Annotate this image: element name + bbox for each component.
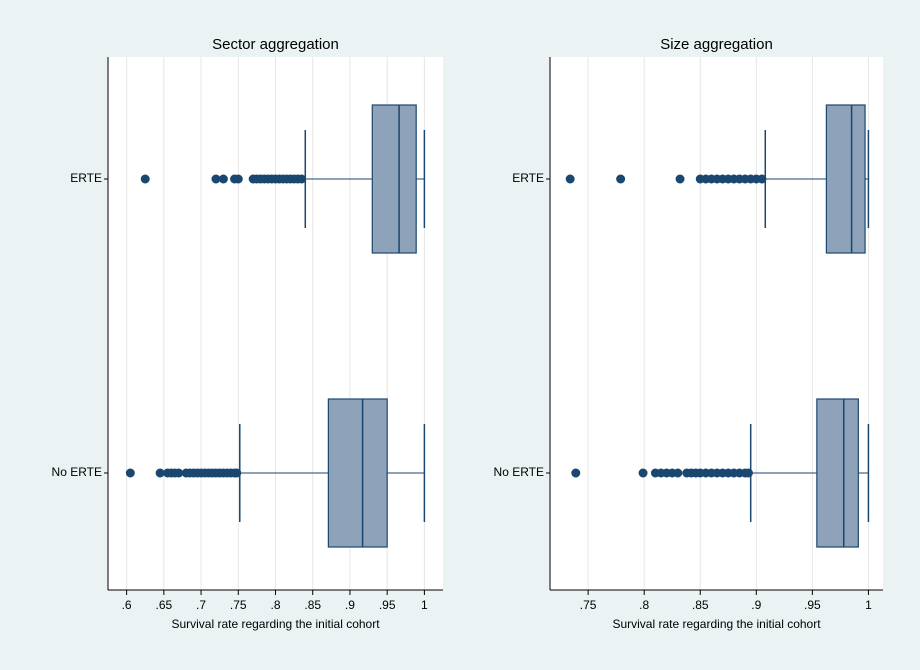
x-tick-label: .85 [304, 598, 321, 612]
outlier [218, 174, 228, 184]
box [371, 104, 417, 254]
x-tick-label: .95 [379, 598, 396, 612]
outlier [232, 468, 242, 478]
y-tick-label: No ERTE [52, 465, 102, 479]
y-tick-label: No ERTE [494, 465, 544, 479]
x-tick-label: .8 [270, 598, 280, 612]
outlier [211, 174, 221, 184]
outlier [140, 174, 150, 184]
chart-title: Size aggregation [660, 36, 773, 53]
x-tick-label: .6 [122, 598, 132, 612]
x-tick-label: .65 [155, 598, 172, 612]
y-tick-label: ERTE [70, 171, 102, 185]
outlier [297, 174, 307, 184]
box [825, 104, 866, 254]
outlier [675, 174, 685, 184]
outlier [638, 468, 648, 478]
x-axis-label: Survival rate regarding the initial coho… [612, 617, 821, 631]
outlier [571, 468, 581, 478]
x-tick-label: .85 [692, 598, 709, 612]
outlier [233, 174, 243, 184]
x-tick-label: 1 [865, 598, 872, 612]
box [816, 398, 859, 548]
x-tick-label: .95 [804, 598, 821, 612]
chart-title: Sector aggregation [212, 36, 339, 53]
outlier [155, 468, 165, 478]
y-tick-label: ERTE [512, 171, 544, 185]
outlier [673, 468, 683, 478]
x-tick-label: .75 [230, 598, 247, 612]
outlier [743, 468, 753, 478]
x-axis-label: Survival rate regarding the initial coho… [171, 617, 380, 631]
x-tick-label: .7 [196, 598, 206, 612]
outlier [616, 174, 626, 184]
outlier [757, 174, 767, 184]
x-tick-label: .9 [345, 598, 355, 612]
outlier [565, 174, 575, 184]
outlier [125, 468, 135, 478]
outlier [174, 468, 184, 478]
x-tick-label: 1 [421, 598, 428, 612]
x-tick-label: .8 [639, 598, 649, 612]
x-tick-label: .9 [751, 598, 761, 612]
x-tick-label: .75 [580, 598, 597, 612]
box [327, 398, 388, 548]
